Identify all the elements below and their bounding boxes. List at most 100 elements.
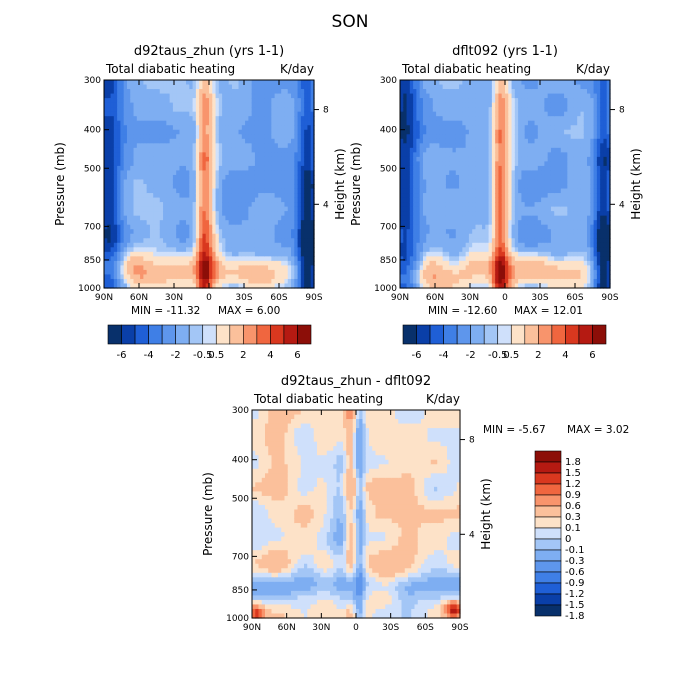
heatmap-cell <box>189 161 194 167</box>
heatmap-cell <box>445 229 450 235</box>
heatmap-cell <box>264 134 269 140</box>
heatmap-cell <box>212 265 217 271</box>
heatmap-cell <box>166 174 171 181</box>
heatmap-cell <box>291 256 295 262</box>
heatmap-cell <box>163 89 167 95</box>
heatmap-cell <box>159 220 164 226</box>
heatmap-cell <box>445 269 450 276</box>
heatmap-cell <box>406 193 411 199</box>
heatmap-cell <box>166 170 171 176</box>
heatmap-cell <box>159 134 164 140</box>
heatmap-cell <box>159 211 164 217</box>
heatmap-cell <box>419 260 424 266</box>
heatmap-cell <box>508 152 513 158</box>
heatmap-cell <box>149 274 154 280</box>
heatmap-cell <box>291 206 295 212</box>
heatmap-cell <box>310 242 315 248</box>
heatmap-cell <box>472 202 477 208</box>
heatmap-cell <box>271 134 276 140</box>
heatmap-cell <box>126 84 131 90</box>
heatmap-cell <box>281 147 286 153</box>
heatmap-cell <box>277 143 282 149</box>
heatmap-cell <box>107 242 112 248</box>
heatmap-cell <box>409 179 414 185</box>
heatmap-cell <box>439 147 444 153</box>
heatmap-cell <box>254 107 259 113</box>
heatmap-cell <box>199 265 204 271</box>
heatmap-cell <box>238 184 243 190</box>
heatmap-cell <box>212 170 217 176</box>
heatmap-cell <box>531 120 536 126</box>
heatmap-cell <box>462 215 467 221</box>
heatmap-cell <box>462 143 467 149</box>
heatmap-cell <box>531 269 536 276</box>
heatmap-cell <box>416 125 421 131</box>
heatmap-cell <box>254 111 259 117</box>
heatmap-cell <box>179 179 184 185</box>
heatmap-cell <box>491 278 496 285</box>
heatmap-cell <box>166 211 171 217</box>
heatmap-cell <box>406 120 411 126</box>
heatmap-cell <box>452 211 457 217</box>
heatmap-cell <box>149 224 154 230</box>
heatmap-cell <box>432 211 437 217</box>
heatmap-cell <box>426 278 431 285</box>
heatmap-cell <box>400 229 404 235</box>
heatmap-cell <box>199 184 204 190</box>
heatmap-cell <box>153 220 158 226</box>
heatmap-cell <box>195 229 200 235</box>
heatmap-cell <box>258 98 263 104</box>
heatmap-cell <box>268 265 272 271</box>
heatmap-cell <box>518 116 523 122</box>
heatmap-cell <box>195 80 200 86</box>
heatmap-cell <box>281 125 286 131</box>
heatmap-cell <box>455 260 460 266</box>
heatmap-cell <box>192 174 197 181</box>
colorbar-swatch <box>134 324 149 345</box>
heatmap-cell <box>245 89 249 95</box>
heatmap-cell <box>153 89 158 95</box>
heatmap-cell <box>534 93 539 99</box>
heatmap-cell <box>195 116 200 122</box>
heatmap-cell <box>482 80 486 86</box>
heatmap-cell <box>426 107 431 113</box>
heatmap-cell <box>281 233 286 239</box>
heatmap-cell <box>169 116 174 122</box>
heatmap-cell <box>521 274 526 280</box>
heatmap-cell <box>218 170 223 176</box>
heatmap-cell <box>186 188 190 194</box>
heatmap-cell <box>130 152 135 158</box>
heatmap-cell <box>422 233 427 239</box>
heatmap-cell <box>462 224 467 230</box>
heatmap-cell <box>426 138 431 144</box>
heatmap-cell <box>192 260 197 266</box>
heatmap-cell <box>452 193 457 199</box>
heatmap-cell <box>429 138 434 144</box>
heatmap-cell <box>472 161 477 167</box>
heatmap-cell <box>400 260 404 266</box>
heatmap-cell <box>300 278 305 285</box>
heatmap-cell <box>475 134 480 140</box>
heatmap-cell <box>238 120 243 126</box>
heatmap-cell <box>133 165 138 172</box>
heatmap-cell <box>202 80 207 86</box>
heatmap-cell <box>403 184 408 190</box>
heatmap-cell <box>258 283 263 289</box>
heatmap-cell <box>136 179 141 185</box>
heatmap-cell <box>199 138 204 144</box>
heatmap-cell <box>202 125 207 131</box>
heatmap-cell <box>235 174 240 181</box>
heatmap-cell <box>455 102 460 108</box>
heatmap-cell <box>475 179 480 185</box>
heatmap-cell <box>231 98 236 104</box>
heatmap-cell <box>149 156 154 162</box>
heatmap-cell <box>419 161 424 167</box>
heatmap-cell <box>176 107 181 113</box>
heatmap-cell <box>284 265 289 271</box>
heatmap-cell <box>172 211 177 217</box>
heatmap-cell <box>439 174 444 181</box>
heatmap-cell <box>468 84 473 90</box>
heatmap-cell <box>413 220 418 226</box>
heatmap-cell <box>304 116 309 122</box>
heatmap-cell <box>501 220 506 226</box>
